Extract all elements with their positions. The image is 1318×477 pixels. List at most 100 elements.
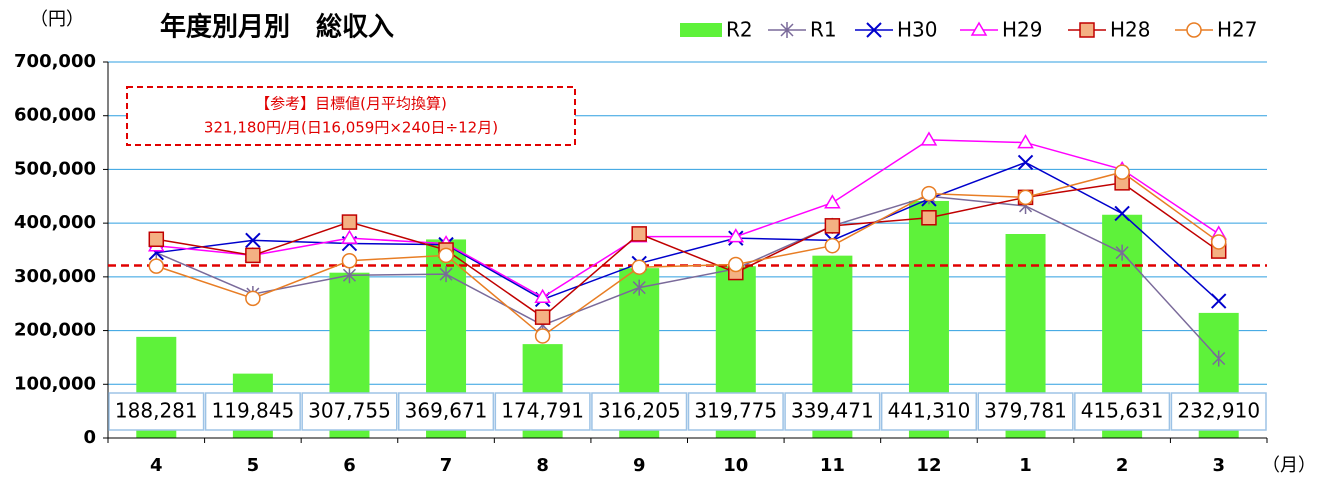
legend-item: R1 — [768, 18, 837, 42]
y-tick-label: 100,000 — [14, 373, 96, 394]
marker — [727, 228, 745, 243]
table-cell — [591, 392, 688, 431]
data-label: 232,910 — [1177, 399, 1260, 423]
line — [155, 195, 1220, 360]
y-tick-label: 0 — [83, 427, 96, 448]
data-label: 174,791 — [501, 399, 584, 423]
marker — [631, 259, 647, 275]
marker — [921, 210, 937, 226]
marker — [921, 185, 937, 202]
legend-item: H28 — [1068, 18, 1151, 42]
table-cell — [1170, 392, 1267, 431]
annotation-text: 【参考】目標値(月平均換算) — [255, 95, 447, 113]
legend-label: H30 — [897, 18, 938, 42]
line — [156, 139, 1220, 299]
legend-item: H27 — [1175, 18, 1258, 42]
data-label: 316,205 — [598, 399, 681, 423]
marker — [631, 226, 647, 242]
legend-label: H28 — [1110, 18, 1151, 42]
marker — [1211, 293, 1227, 309]
marker — [341, 214, 358, 230]
data-label: 339,471 — [791, 399, 874, 423]
marker — [438, 247, 454, 264]
table-cell — [494, 392, 591, 431]
marker — [970, 21, 988, 36]
y-unit: （円） — [30, 9, 84, 30]
legend-swatch — [680, 23, 722, 37]
table-cell — [784, 392, 881, 431]
marker — [1017, 154, 1034, 171]
x-tick-label: 12 — [916, 455, 941, 476]
x-tick-label: 1 — [1019, 455, 1032, 476]
y-tick-label: 200,000 — [14, 320, 96, 341]
marker — [245, 290, 261, 307]
legend-label: R2 — [726, 18, 753, 42]
marker — [1210, 234, 1227, 250]
y-tick-label: 500,000 — [14, 158, 96, 179]
marker — [1115, 244, 1129, 261]
x-tick-label: 6 — [343, 455, 356, 476]
y-tick-label: 700,000 — [14, 51, 96, 72]
marker — [920, 131, 938, 146]
marker — [824, 237, 841, 254]
data-label: 319,775 — [694, 399, 777, 423]
data-label: 369,671 — [405, 399, 488, 423]
annotation-text: 321,180円/月(日16,059円×240日÷12月) — [204, 119, 498, 137]
marker — [1079, 22, 1095, 38]
y-tick-label: 300,000 — [14, 266, 96, 287]
table-cell — [687, 392, 784, 431]
x-tick-label: 8 — [536, 455, 549, 476]
marker — [824, 218, 841, 234]
legend-item: H30 — [855, 18, 938, 42]
y-tick-label: 400,000 — [14, 212, 96, 233]
marker — [534, 328, 551, 344]
table-cell — [880, 392, 978, 431]
chart-title: 年度別月別 総収入 — [160, 12, 394, 43]
legend-item: R2 — [680, 18, 753, 42]
x-tick-label: 10 — [723, 455, 748, 476]
marker — [1186, 22, 1202, 38]
table-cell — [204, 392, 301, 431]
marker — [342, 267, 356, 284]
marker — [632, 279, 646, 296]
marker — [439, 266, 453, 283]
x-tick-label: 3 — [1212, 455, 1225, 476]
x-tick-label: 11 — [820, 455, 845, 476]
table-cell — [977, 392, 1074, 431]
marker — [1017, 189, 1034, 206]
x-tick-label: 9 — [633, 455, 646, 476]
line — [156, 161, 1220, 302]
marker — [534, 288, 551, 304]
marker — [148, 231, 165, 248]
x-tick-label: 5 — [247, 455, 260, 476]
x-tick-label: 2 — [1116, 455, 1129, 476]
marker — [245, 232, 261, 249]
data-label: 415,631 — [1081, 399, 1164, 423]
annotation-box — [126, 86, 576, 146]
x-unit: （月） — [1262, 455, 1316, 476]
marker — [341, 229, 358, 244]
legend-item: H29 — [960, 18, 1043, 42]
x-tick-label: 7 — [440, 455, 453, 476]
data-label: 379,781 — [984, 399, 1067, 423]
data-label: 119,845 — [212, 399, 295, 423]
legend-label: H27 — [1217, 18, 1258, 42]
marker — [1114, 164, 1130, 180]
data-label: 307,755 — [308, 399, 391, 423]
marker — [866, 22, 882, 38]
legend-label: H29 — [1002, 18, 1043, 42]
marker — [341, 252, 358, 269]
marker — [1114, 205, 1130, 222]
y-tick-label: 600,000 — [14, 105, 96, 126]
marker — [780, 22, 794, 38]
marker — [728, 256, 744, 273]
marker — [534, 309, 551, 325]
marker — [1212, 350, 1226, 367]
line — [156, 171, 1220, 337]
line — [156, 182, 1220, 319]
table-cell — [108, 392, 205, 431]
marker — [148, 258, 165, 274]
data-label: 441,310 — [888, 399, 971, 423]
table-cell — [1074, 392, 1171, 431]
